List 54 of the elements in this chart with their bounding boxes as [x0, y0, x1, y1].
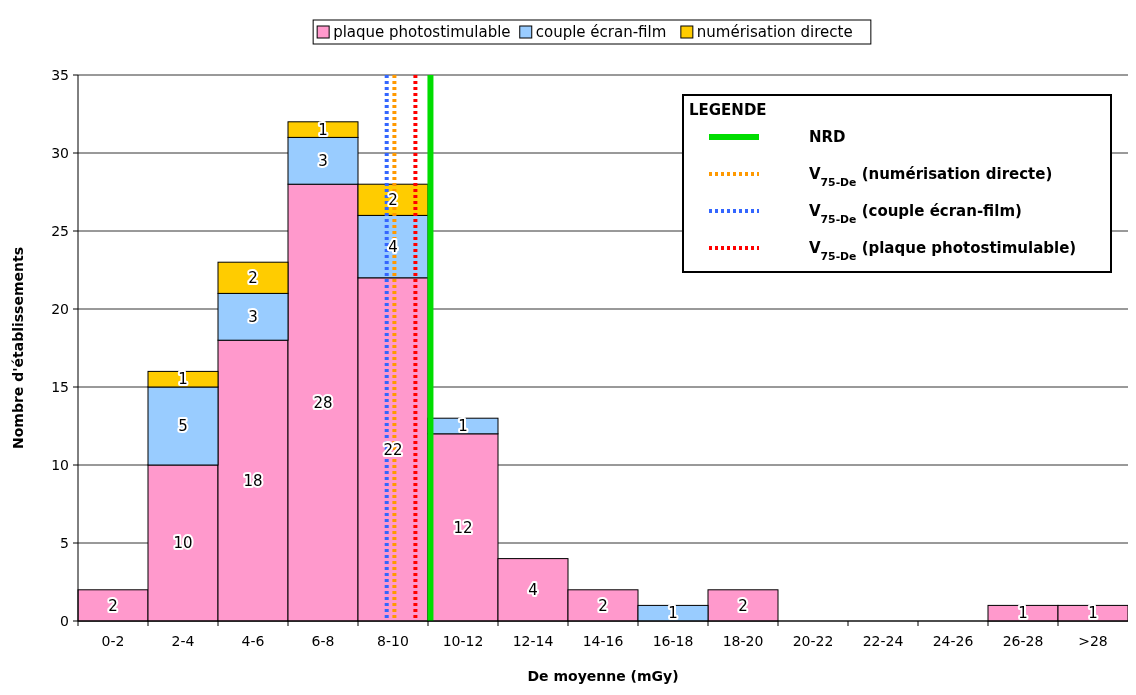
legend-label: plaque photostimulable — [333, 23, 511, 41]
x-tick-label: 8-10 — [377, 633, 409, 649]
x-tick-label: 16-18 — [652, 633, 694, 649]
x-tick-label: 4-6 — [241, 633, 265, 649]
x-axis-title: De moyenne (mGy) — [527, 668, 679, 684]
y-tick-label: 5 — [60, 534, 69, 551]
data-label: 28 — [313, 393, 333, 412]
x-tick-label: 24-26 — [932, 633, 974, 649]
x-tick-label: 20-22 — [792, 633, 834, 649]
y-tick-label: 35 — [51, 66, 69, 83]
data-label: 22 — [383, 440, 403, 459]
data-label: 10 — [173, 534, 193, 553]
legend-label: couple écran-film — [535, 23, 667, 41]
data-label: 3 — [248, 308, 258, 327]
data-label: 4 — [528, 581, 538, 600]
y-tick-label: 20 — [51, 300, 69, 317]
annotation: V$_{75-De}$ (couple écran-film) — [809, 202, 1022, 226]
x-tick-label: 26-28 — [1002, 633, 1044, 649]
data-label: 2 — [388, 191, 398, 210]
x-tick-label: 10-12 — [442, 633, 484, 649]
data-label: 1 — [318, 120, 328, 139]
x-tick-label: 12-14 — [512, 633, 554, 649]
data-label: 5 — [178, 417, 188, 436]
data-label: 18 — [243, 471, 263, 490]
data-label: 2 — [108, 596, 118, 615]
data-label: 1 — [1018, 604, 1028, 623]
y-tick-label: 25 — [51, 222, 69, 239]
data-label: 4 — [388, 237, 398, 256]
y-tick-label: 10 — [51, 456, 69, 473]
x-tick-label: 14-16 — [582, 633, 624, 649]
x-tick-label: 2-4 — [171, 633, 195, 649]
x-tick-label: 22-24 — [862, 633, 904, 649]
annotation: V$_{75-De}$ (plaque photostimulable) — [809, 239, 1077, 263]
data-label: 1 — [668, 604, 678, 623]
y-axis-title: Nombre d'établissements — [10, 246, 26, 450]
legend-label: numérisation directe — [696, 23, 853, 41]
data-label: 2 — [598, 596, 608, 615]
data-label: 1 — [458, 417, 468, 436]
x-tick-label: >28 — [1078, 633, 1108, 649]
data-label: 1 — [1088, 604, 1098, 623]
x-tick-label: 18-20 — [722, 633, 764, 649]
annotation: LEGENDE — [689, 101, 767, 119]
annotation: V$_{75-De}$ (numérisation directe) — [809, 165, 1053, 189]
data-label: 2 — [248, 269, 258, 288]
data-label: 1 — [178, 370, 188, 389]
data-label: 3 — [318, 152, 328, 171]
annotation: NRD — [809, 128, 846, 146]
y-tick-label: 30 — [51, 144, 69, 161]
x-tick-label: 0-2 — [101, 633, 125, 649]
y-tick-label: 15 — [51, 378, 69, 395]
data-label: 2 — [738, 596, 748, 615]
x-tick-label: 6-8 — [311, 633, 335, 649]
y-tick-label: 0 — [60, 612, 69, 629]
data-label: 12 — [453, 518, 473, 537]
